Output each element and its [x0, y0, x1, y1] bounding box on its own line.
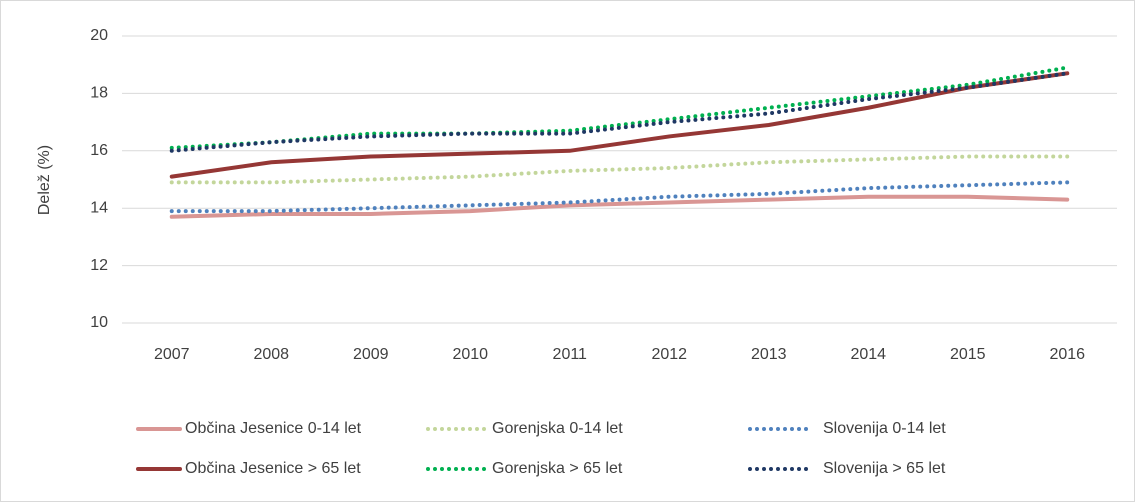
series-line — [169, 154, 1070, 185]
legend-label: Gorenjska 0-14 let — [492, 420, 623, 437]
y-tick-label: 18 — [90, 85, 108, 102]
x-tick-label: 2011 — [553, 346, 588, 363]
x-tick-label: 2014 — [850, 346, 886, 363]
x-tick-label: 2012 — [651, 346, 687, 363]
series-line — [169, 71, 1070, 179]
x-tick-label: 2015 — [950, 346, 986, 363]
x-tick-label: 2016 — [1049, 346, 1085, 363]
y-tick-label: 10 — [90, 314, 108, 331]
legend-label: Občina Jesenice 0-14 let — [185, 420, 362, 437]
series-line — [169, 194, 1070, 219]
series-line — [169, 71, 1070, 153]
series-line — [169, 180, 1070, 214]
y-tick-label: 12 — [90, 257, 108, 274]
legend-label: Slovenija > 65 let — [823, 460, 946, 477]
y-tick-label: 14 — [90, 199, 108, 216]
legend-label: Slovenija 0-14 let — [823, 420, 946, 437]
x-tick-label: 2013 — [751, 346, 787, 363]
x-tick-label: 2010 — [452, 346, 488, 363]
legend-label: Gorenjska > 65 let — [492, 460, 623, 477]
y-tick-label: 16 — [90, 142, 108, 159]
x-tick-label: 2009 — [353, 346, 389, 363]
series-line — [169, 65, 1070, 150]
x-tick-label: 2007 — [154, 346, 190, 363]
y-axis-label: Delež (%) — [36, 145, 53, 215]
y-tick-label: 20 — [90, 27, 108, 44]
legend-label: Občina Jesenice > 65 let — [185, 460, 361, 477]
x-tick-label: 2008 — [253, 346, 289, 363]
